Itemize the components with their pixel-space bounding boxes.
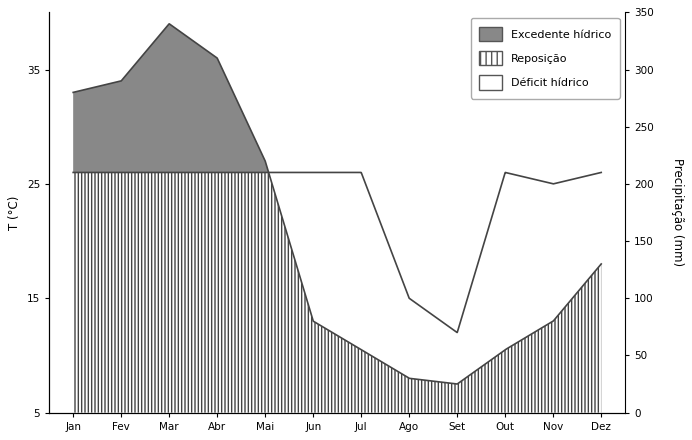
Y-axis label: Precipitação (mm): Precipitação (mm) bbox=[671, 158, 684, 267]
Y-axis label: T (°C): T (°C) bbox=[8, 195, 21, 230]
Legend: Excedente hídrico, Reposição, Déficit hídrico: Excedente hídrico, Reposição, Déficit hí… bbox=[471, 18, 619, 99]
